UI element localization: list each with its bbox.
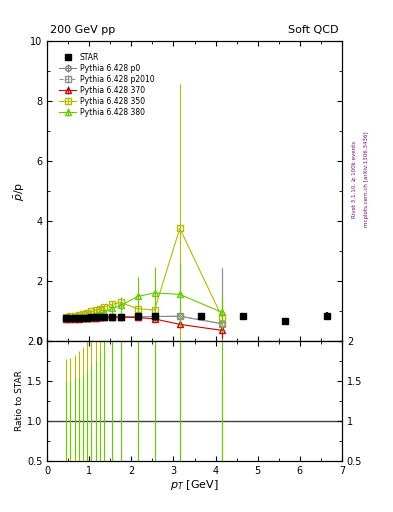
Legend: STAR, Pythia 6.428 p0, Pythia 6.428 p2010, Pythia 6.428 370, Pythia 6.428 350, P: STAR, Pythia 6.428 p0, Pythia 6.428 p201… bbox=[57, 51, 157, 119]
Text: 200 GeV pp: 200 GeV pp bbox=[50, 25, 116, 35]
Text: mcplots.cern.ch [arXiv:1306.3436]: mcplots.cern.ch [arXiv:1306.3436] bbox=[364, 132, 369, 227]
X-axis label: $p_{T}$ [GeV]: $p_{T}$ [GeV] bbox=[170, 478, 219, 493]
Text: Rivet 3.1.10, ≥ 100k events: Rivet 3.1.10, ≥ 100k events bbox=[352, 141, 357, 218]
Y-axis label: Ratio to STAR: Ratio to STAR bbox=[15, 370, 24, 431]
Text: Soft QCD: Soft QCD bbox=[288, 25, 339, 35]
Y-axis label: $\bar{p}$/p: $\bar{p}$/p bbox=[13, 181, 27, 201]
